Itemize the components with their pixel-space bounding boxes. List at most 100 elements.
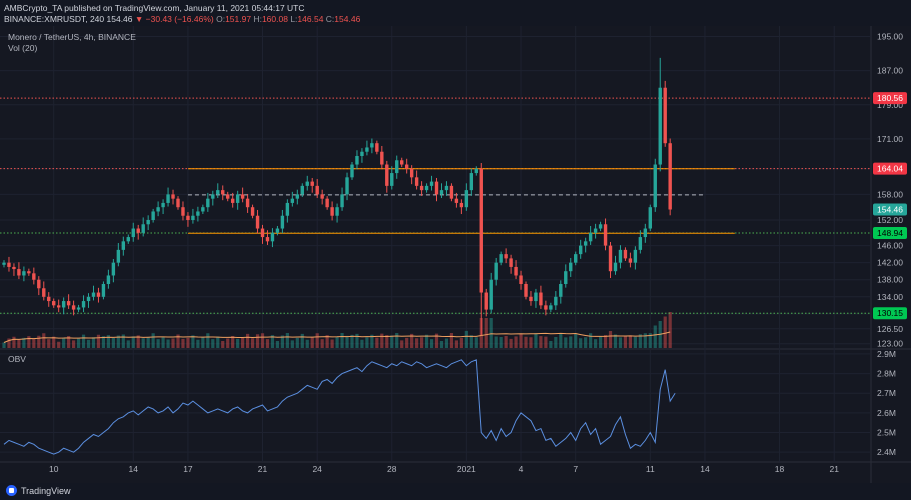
candle-body — [235, 194, 240, 203]
high-value: 160.08 — [261, 14, 288, 24]
volume-bar — [424, 334, 429, 348]
price-level-tag-bg — [873, 92, 907, 105]
footer-bar: TradingView — [0, 483, 911, 500]
volume-bar — [365, 337, 369, 348]
candle-body — [454, 198, 459, 203]
candle-body — [240, 194, 245, 199]
volume-bar — [231, 336, 235, 348]
volume-bar — [86, 339, 91, 348]
volume-bar — [221, 341, 225, 348]
candle-body — [71, 305, 76, 310]
volume-bar — [405, 337, 409, 348]
candle-body — [176, 198, 180, 208]
candle-body — [509, 258, 513, 267]
volume-bar — [37, 335, 41, 348]
volume-bar — [136, 335, 140, 348]
volume-bar — [246, 333, 250, 348]
price-tick-label: 158.00 — [877, 189, 903, 199]
volume-bar — [464, 330, 468, 348]
candle-body — [211, 194, 215, 199]
obv-tick-label: 2.6M — [877, 408, 896, 418]
volume-bar — [449, 333, 454, 348]
candle-body — [7, 262, 11, 267]
candle-body — [424, 185, 429, 191]
last-price: 154.46 — [106, 14, 133, 24]
candle-body — [504, 254, 508, 259]
candle-body — [613, 262, 618, 272]
volume-bar — [420, 337, 424, 348]
obv-tick-label: 2.9M — [877, 349, 896, 359]
volume-bar — [81, 334, 86, 348]
price-tick-label: 134.00 — [877, 292, 903, 302]
brand-label: TradingView — [21, 485, 71, 496]
candle-body — [260, 228, 265, 238]
candle-body — [395, 160, 399, 174]
candle-body — [300, 185, 304, 195]
price-tick-label: 171.00 — [877, 134, 903, 144]
candle-body — [106, 275, 111, 284]
volume-bar — [524, 336, 528, 348]
candle-body — [146, 220, 150, 225]
candle-body — [494, 262, 498, 280]
candle-body — [583, 241, 588, 246]
volume-bar — [280, 335, 284, 348]
volume-bar — [554, 337, 558, 348]
tradingview-logo[interactable]: TradingView — [6, 485, 71, 496]
time-tick-label: 14 — [129, 464, 139, 474]
symbol-ohlc: BINANCE:XMRUSDT, 240 154.46 ▼ −30.43 (−1… — [4, 14, 360, 24]
volume-bar — [241, 337, 245, 348]
candle-body — [196, 211, 200, 216]
volume-bar — [618, 337, 623, 348]
candle-body — [255, 215, 260, 229]
candle-body — [91, 292, 96, 297]
volume-bar — [201, 337, 205, 348]
volume-bar — [613, 334, 618, 348]
volume-bar — [126, 340, 130, 348]
candle-body — [305, 181, 309, 186]
candle-body — [111, 262, 116, 276]
candle-body — [623, 249, 628, 259]
candle-body — [569, 262, 573, 272]
candle-body — [370, 143, 374, 148]
open-label: O: — [216, 14, 226, 24]
candle-body — [593, 228, 598, 233]
candle-body — [574, 254, 578, 263]
candle-body — [290, 198, 295, 203]
candle-body — [668, 143, 672, 210]
volume-bar — [106, 335, 110, 348]
candle-body — [658, 87, 662, 165]
volume-bar — [27, 336, 31, 348]
candle-body — [131, 228, 135, 238]
candle-body — [285, 202, 290, 216]
price-tick-label: 146.00 — [877, 241, 903, 251]
candle-body — [325, 198, 329, 208]
candle-body — [469, 173, 474, 191]
chart-background — [0, 26, 911, 483]
candle-body — [598, 224, 603, 229]
candle-body — [414, 177, 419, 186]
volume-bar — [564, 337, 568, 348]
candle-body — [524, 284, 528, 297]
obv-tick-label: 2.7M — [877, 388, 896, 398]
volume-bar — [116, 335, 120, 348]
price-level-tag: 130.15 — [877, 308, 903, 318]
volume-bar — [67, 336, 71, 348]
candle-body — [42, 288, 46, 297]
price-tick-label: 187.00 — [877, 66, 903, 76]
volume-bar — [340, 333, 344, 348]
price-tick-label: 123.00 — [877, 339, 903, 349]
candle-body — [474, 168, 478, 174]
volume-bar — [42, 333, 46, 348]
candle-body — [17, 269, 21, 276]
volume-bar — [161, 336, 165, 348]
volume-bar — [211, 339, 215, 348]
price-level-tag: 164.04 — [877, 164, 903, 174]
volume-bar — [191, 335, 195, 348]
volume-bar — [459, 337, 463, 348]
candle-body — [151, 211, 155, 220]
candle-body — [519, 275, 523, 284]
candle-body — [275, 228, 280, 233]
volume-bar — [52, 336, 56, 348]
obv-tick-label: 2.5M — [877, 428, 896, 438]
